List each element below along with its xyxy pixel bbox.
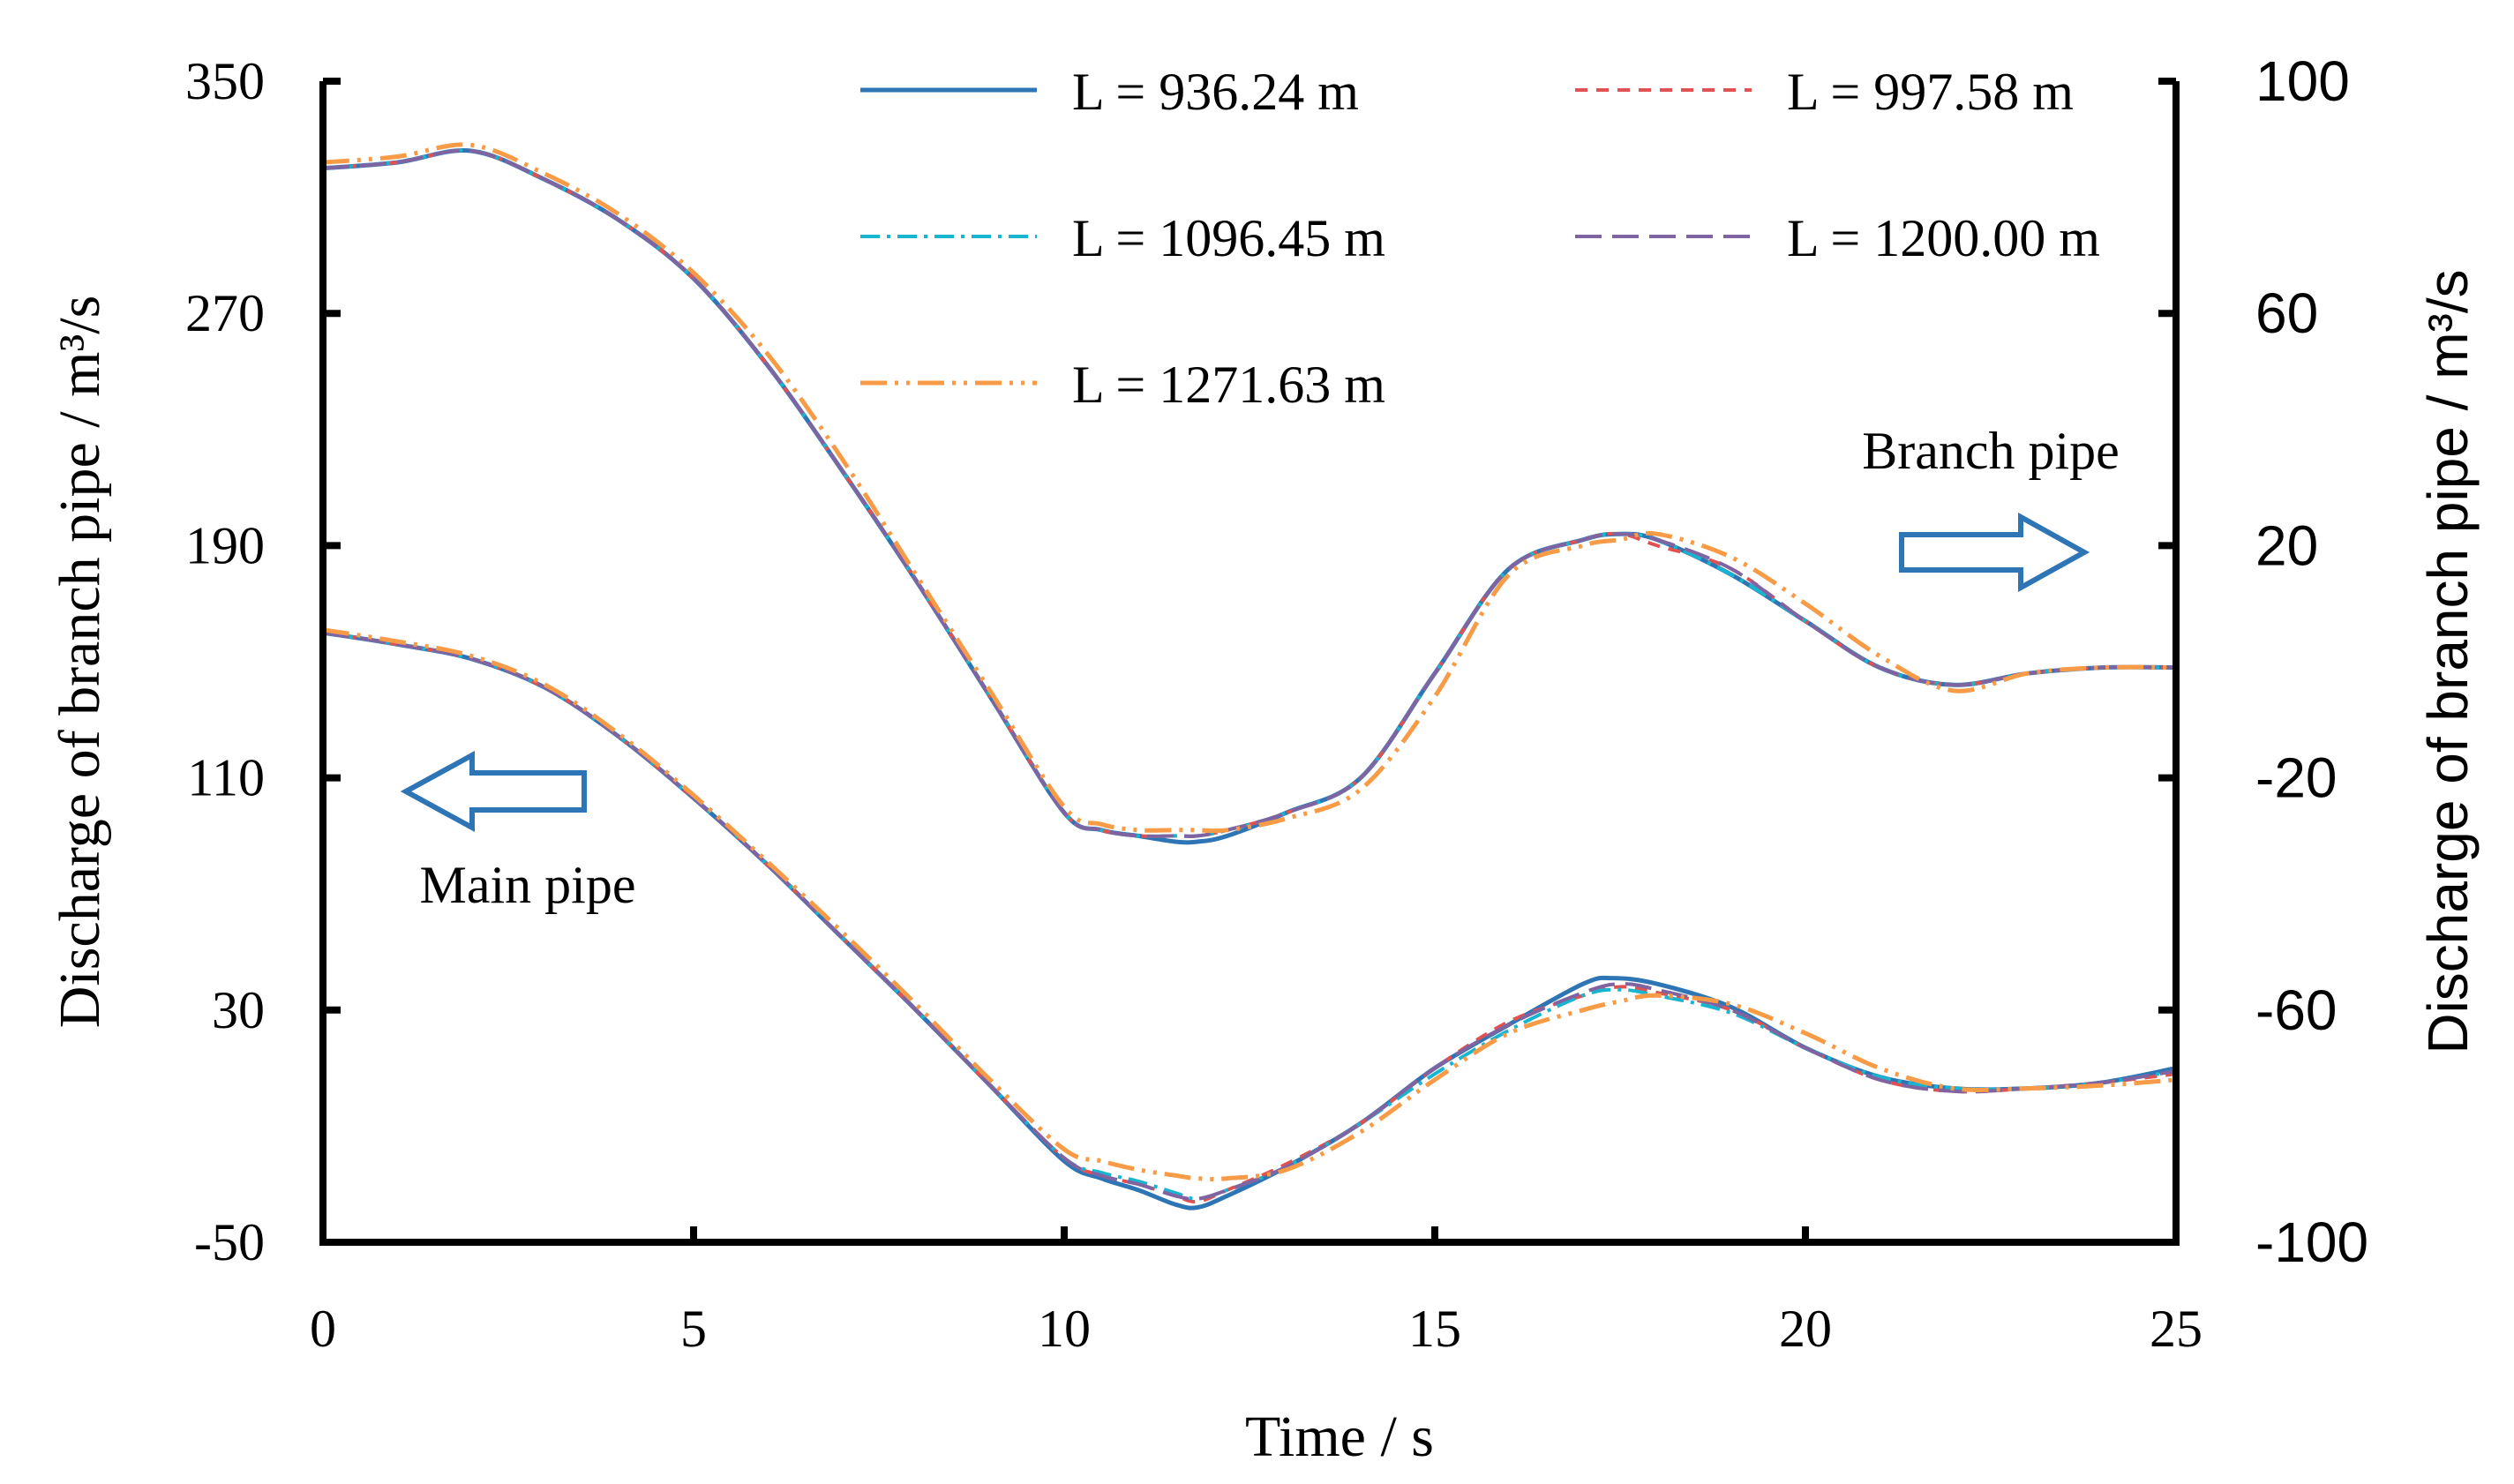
y-axis-title-left: Discharge of branch pipe / m³/s	[48, 296, 112, 1029]
legend-item: L = 1096.45 m	[860, 209, 1385, 267]
x-tick-label: 0	[310, 1300, 336, 1358]
y-right-tick-label: -60	[2255, 978, 2338, 1042]
y-left-tick-label: 110	[187, 749, 265, 807]
legend: L = 936.24 m L = 997.58 m L = 1096.45 m L =…	[860, 63, 2100, 414]
main-pipe-label: Main pipe	[420, 856, 636, 914]
x-tick-label: 20	[1779, 1300, 1832, 1358]
series-layer	[322, 142, 2177, 1210]
series-line-main-pipe-L109645	[322, 631, 2177, 1201]
legend-item: L = 1271.63 m	[860, 356, 1385, 414]
x-tick-label: 10	[1038, 1300, 1091, 1358]
y-left-tick-label: 30	[212, 981, 265, 1039]
y-left-tick-label: 270	[185, 284, 265, 342]
y-axis-title-right: Discharge of branch pipe / m³/s	[2416, 269, 2480, 1053]
y-left-tick-label: -50	[194, 1213, 265, 1271]
ticks	[319, 78, 2180, 1246]
x-tick-label: 5	[680, 1300, 707, 1358]
series-line-main-pipe-L127163	[322, 627, 2177, 1182]
x-axis-title: Time / s	[1245, 1405, 1434, 1469]
series-line-branch-pipe-L120000	[322, 148, 2177, 838]
legend-label: L = 1200.00 m	[1787, 209, 2100, 267]
legend-item: L = 936.24 m	[860, 63, 1359, 121]
legend-label: L = 936.24 m	[1072, 63, 1359, 121]
branch-pipe-label: Branch pipe	[1862, 422, 2120, 480]
x-tick-label: 25	[2150, 1300, 2203, 1358]
y-left-tick-label: 350	[185, 52, 265, 110]
x-tick-labels: 0 5 10 15 20 25	[310, 1300, 2203, 1358]
y-right-tick-label: 100	[2255, 49, 2350, 113]
y-right-tick-label: -100	[2255, 1210, 2368, 1274]
legend-item: L = 1200.00 m	[1575, 209, 2100, 267]
x-tick-label: 15	[1408, 1300, 1461, 1358]
y-right-tick-label: 20	[2255, 513, 2318, 577]
series-line-branch-pipe-L127163	[322, 142, 2177, 834]
legend-label: L = 1096.45 m	[1072, 209, 1385, 267]
branch-pipe-annotation: Branch pipe	[1862, 422, 2120, 593]
y-right-tick-label: -20	[2255, 746, 2338, 810]
legend-item: L = 997.58 m	[1575, 63, 2074, 121]
main-pipe-arrow	[400, 750, 587, 833]
y-left-tick-labels: 350 270 190 110 30 -50	[185, 52, 265, 1271]
y-right-tick-label: 60	[2255, 281, 2318, 345]
axes	[319, 81, 2180, 1246]
y-right-tick-labels: 100 60 20 -20 -60 -100	[2255, 49, 2368, 1274]
branch-pipe-arrow	[1899, 512, 2090, 593]
y-left-tick-label: 190	[185, 516, 265, 574]
legend-label: L = 1271.63 m	[1072, 356, 1385, 414]
legend-label: L = 997.58 m	[1787, 63, 2074, 121]
series-line-main-pipe-L120000	[322, 631, 2177, 1201]
main-pipe-annotation: Main pipe	[400, 750, 636, 914]
